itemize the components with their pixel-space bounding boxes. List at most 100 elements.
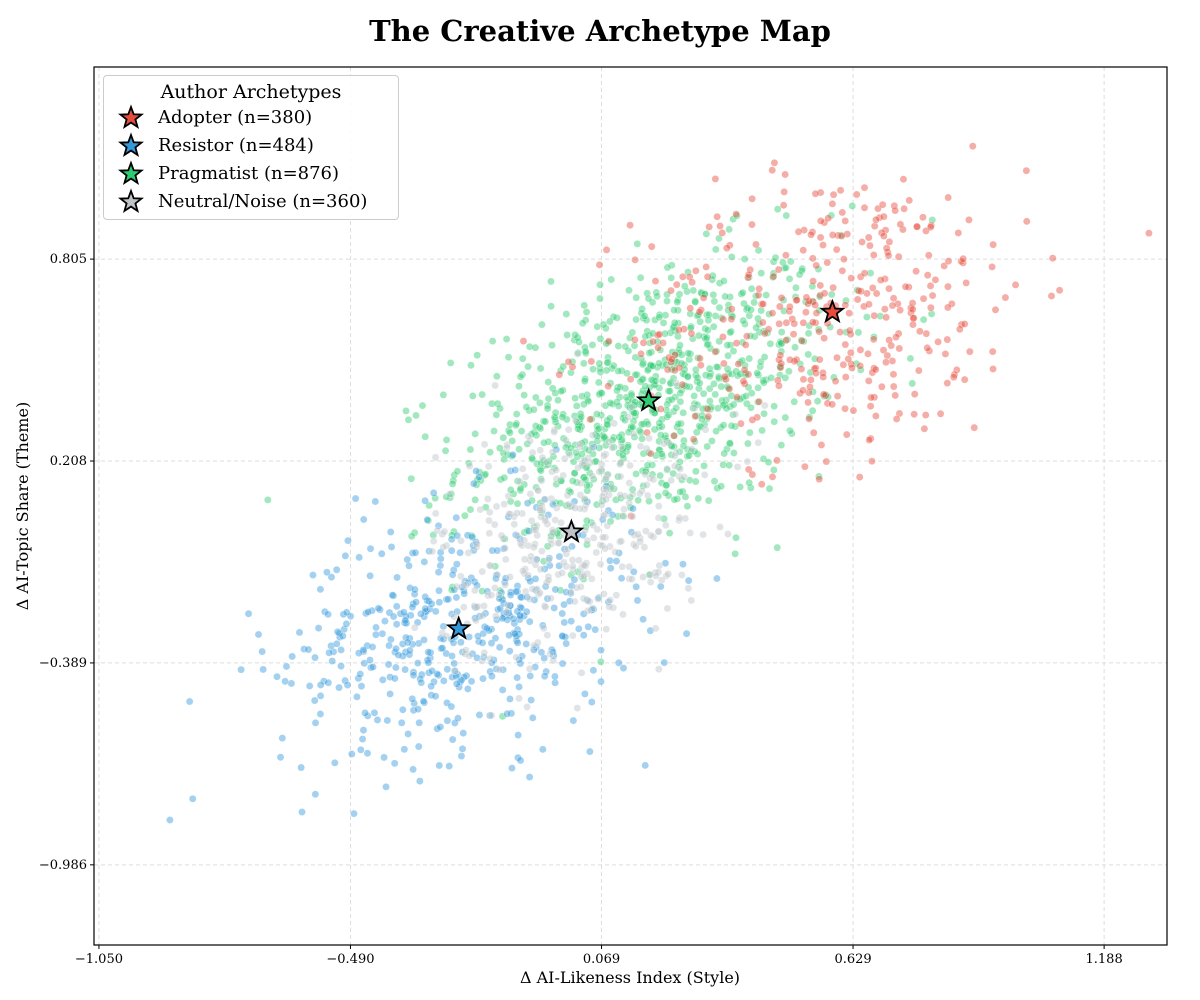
point-neutral-noise [493, 570, 502, 579]
point-resistor [377, 549, 386, 558]
point-adopter [855, 473, 864, 481]
point-resistor [357, 682, 366, 691]
point-resistor [713, 574, 721, 583]
point-resistor [439, 622, 448, 631]
point-neutral-noise [636, 489, 644, 498]
point-pragmatist [808, 406, 817, 415]
point-neutral-noise [661, 521, 670, 530]
point-adopter [875, 213, 884, 222]
point-resistor [368, 643, 377, 651]
legend-label: Neutral/Noise (n=360) [158, 190, 368, 212]
point-adopter [867, 393, 875, 402]
point-pragmatist [636, 273, 645, 282]
point-pragmatist [703, 442, 712, 451]
point-resistor [416, 674, 425, 683]
point-resistor [562, 588, 570, 596]
point-pragmatist [837, 231, 846, 240]
point-adopter [828, 200, 837, 208]
point-resistor [374, 604, 383, 613]
point-adopter [675, 326, 683, 334]
point-adopter [988, 347, 997, 356]
point-neutral-noise [601, 533, 610, 542]
point-adopter [944, 282, 952, 291]
point-adopter [639, 338, 648, 347]
point-resistor [633, 596, 642, 605]
point-pragmatist [578, 392, 586, 401]
point-neutral-noise [564, 500, 573, 509]
point-adopter [959, 254, 968, 263]
point-neutral-noise [461, 650, 470, 658]
point-pragmatist [705, 310, 713, 319]
point-neutral-noise [495, 665, 504, 674]
point-pragmatist [402, 407, 410, 415]
point-resistor [387, 543, 396, 551]
point-pragmatist [693, 312, 702, 320]
point-pragmatist [466, 445, 475, 454]
point-resistor [434, 671, 443, 680]
point-resistor [387, 635, 395, 644]
point-pragmatist [685, 451, 693, 460]
point-neutral-noise [560, 454, 569, 463]
point-pragmatist [624, 441, 633, 450]
point-adopter [604, 382, 613, 391]
point-adopter [889, 294, 898, 303]
point-neutral-noise [626, 461, 634, 470]
point-resistor [344, 536, 352, 545]
point-resistor [513, 673, 521, 682]
point-adopter [768, 166, 777, 175]
point-pragmatist [758, 426, 766, 435]
point-pragmatist [783, 335, 792, 344]
point-pragmatist [736, 483, 744, 491]
point-neutral-noise [538, 547, 546, 556]
point-neutral-noise [520, 536, 529, 545]
point-resistor [569, 716, 578, 725]
point-pragmatist [594, 378, 603, 387]
point-resistor [487, 639, 496, 647]
point-adopter [960, 320, 969, 328]
point-neutral-noise [580, 561, 588, 569]
point-pragmatist [770, 417, 779, 426]
point-pragmatist [620, 410, 628, 419]
point-adopter [882, 313, 890, 322]
point-pragmatist [648, 329, 657, 338]
point-resistor [354, 649, 363, 657]
point-adopter [740, 366, 749, 374]
point-neutral-noise [577, 572, 586, 581]
point-adopter [732, 339, 741, 347]
point-pragmatist [651, 377, 660, 385]
point-resistor [584, 622, 593, 631]
point-resistor [429, 489, 438, 497]
point-adopter [626, 221, 634, 230]
point-neutral-noise [593, 525, 602, 534]
point-pragmatist [536, 424, 545, 433]
point-neutral-noise [602, 495, 610, 504]
point-pragmatist [642, 316, 651, 325]
point-resistor [555, 552, 564, 561]
point-pragmatist [583, 516, 591, 525]
point-pragmatist [754, 384, 762, 392]
point-pragmatist [609, 361, 618, 370]
point-adopter [904, 283, 913, 291]
point-adopter [1022, 166, 1031, 175]
point-resistor [378, 629, 387, 638]
point-adopter [720, 372, 729, 381]
point-pragmatist [504, 353, 513, 362]
point-resistor [358, 735, 367, 743]
point-pragmatist [667, 274, 676, 282]
point-resistor [417, 670, 426, 679]
point-resistor [420, 636, 428, 644]
point-pragmatist [618, 436, 626, 444]
point-resistor [428, 667, 436, 675]
point-adopter [856, 346, 865, 354]
point-adopter [894, 252, 903, 261]
point-resistor [401, 616, 410, 625]
point-adopter [799, 246, 808, 255]
point-neutral-noise [460, 581, 468, 589]
point-pragmatist [708, 437, 716, 445]
point-resistor [606, 556, 614, 565]
point-pragmatist [745, 428, 754, 437]
point-neutral-noise [536, 504, 544, 512]
point-resistor [435, 761, 444, 770]
point-adopter [602, 246, 611, 254]
legend-label: Pragmatist (n=876) [158, 162, 340, 184]
